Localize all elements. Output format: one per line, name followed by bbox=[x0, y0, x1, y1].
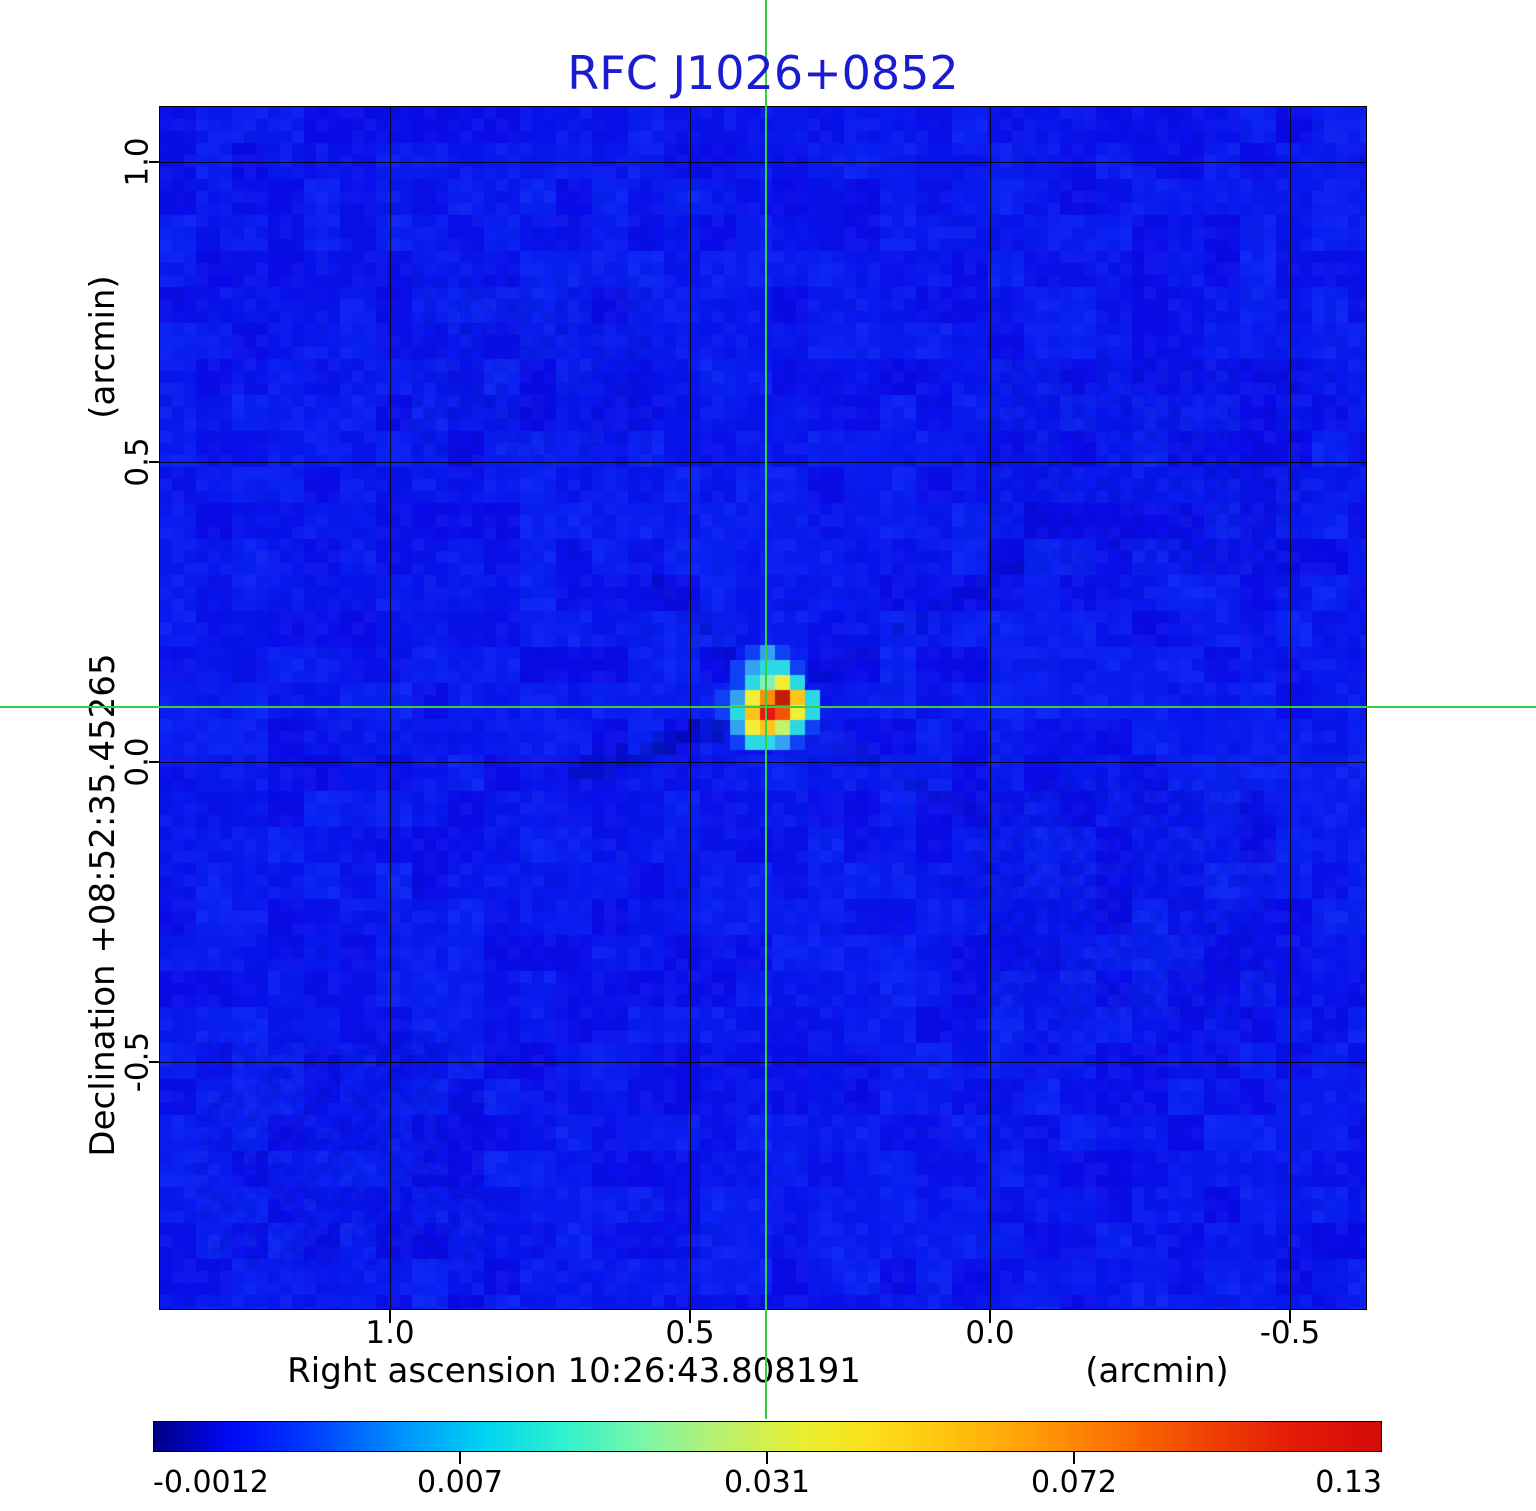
x-tick-mark bbox=[1289, 1310, 1291, 1323]
crosshair-vertical-line bbox=[765, 0, 767, 1419]
gridline-horizontal bbox=[160, 162, 1366, 163]
figure-title: RFC J1026+0852 bbox=[567, 46, 959, 100]
colorbar-tick-label: 0.13 bbox=[1315, 1465, 1382, 1500]
colorbar-tick-label: -0.0012 bbox=[153, 1465, 269, 1500]
x-tick-mark bbox=[989, 1310, 991, 1323]
x-tick-mark bbox=[689, 1310, 691, 1323]
x-tick-mark bbox=[389, 1310, 391, 1323]
sky-map-image bbox=[160, 107, 1366, 1309]
x-axis-label: Right ascension 10:26:43.808191 bbox=[287, 1351, 861, 1391]
gridline-vertical bbox=[390, 107, 391, 1309]
gridline-horizontal bbox=[160, 1062, 1366, 1063]
y-axis-unit: (arcmin) bbox=[83, 275, 123, 419]
crosshair-horizontal-line bbox=[0, 706, 1536, 708]
colorbar-tick-mark bbox=[766, 1451, 768, 1464]
y-tick-mark bbox=[149, 461, 160, 463]
gridline-vertical bbox=[1290, 107, 1291, 1309]
colorbar-tick-label: 0.072 bbox=[1031, 1465, 1117, 1500]
colorbar-tick-label: 0.031 bbox=[724, 1465, 810, 1500]
gridline-horizontal bbox=[160, 462, 1366, 463]
gridline-vertical bbox=[990, 107, 991, 1309]
y-tick-mark bbox=[149, 761, 160, 763]
x-axis-unit: (arcmin) bbox=[1085, 1351, 1229, 1391]
y-tick-mark bbox=[149, 161, 160, 163]
gridline-vertical bbox=[690, 107, 691, 1309]
y-tick-mark bbox=[149, 1061, 160, 1063]
y-axis-label: Declination +08:52:35.45265 bbox=[83, 653, 123, 1157]
colorbar-tick-mark bbox=[459, 1451, 461, 1464]
gridline-horizontal bbox=[160, 762, 1366, 763]
sky-map-plot bbox=[159, 106, 1367, 1310]
colorbar-tick-mark bbox=[1073, 1451, 1075, 1464]
colorbar-tick-label: 0.007 bbox=[417, 1465, 503, 1500]
colorbar bbox=[153, 1421, 1382, 1452]
